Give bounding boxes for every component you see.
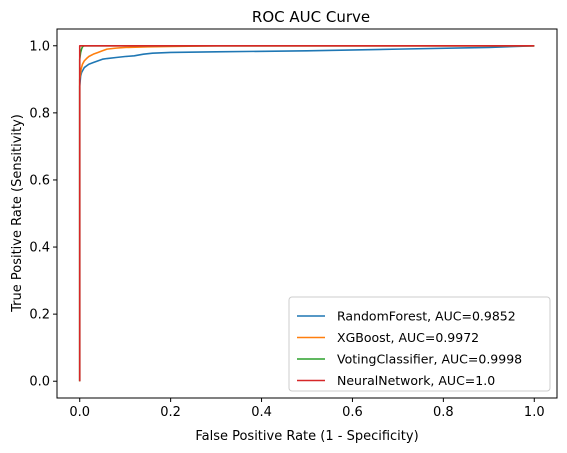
x-tick-label: 0.6	[342, 405, 363, 420]
legend-label-3: NeuralNetwork, AUC=1.0	[337, 373, 495, 388]
y-tick-label: 0.6	[29, 173, 50, 188]
legend: RandomForest, AUC=0.9852 XGBoost, AUC=0.9…	[288, 296, 551, 392]
chart-title: ROC AUC Curve	[252, 8, 370, 26]
y-tick-label: 0.0	[29, 375, 50, 390]
x-axis-ticks: 0.0 0.2 0.4 0.6 0.8 1.0	[69, 398, 545, 420]
legend-label-1: XGBoost, AUC=0.9972	[337, 330, 479, 345]
series-line-1	[78, 44, 535, 382]
x-tick-label: 0.4	[251, 405, 272, 420]
y-tick-label: 0.4	[29, 241, 50, 256]
legend-label-2: VotingClassifier, AUC=0.9998	[337, 352, 522, 367]
y-tick-label: 0.8	[29, 106, 50, 121]
y-tick-label: 1.0	[29, 39, 50, 54]
series-layer	[78, 44, 535, 382]
y-axis-ticks: 0.0 0.2 0.4 0.6 0.8 1.0	[29, 39, 57, 390]
x-axis-label: False Positive Rate (1 - Specificity)	[195, 429, 418, 444]
x-tick-label: 0.2	[160, 405, 181, 420]
plot-frame	[56, 28, 558, 399]
x-tick-label: 0.0	[69, 405, 90, 420]
x-tick-label: 0.8	[433, 405, 454, 420]
legend-frame	[288, 296, 551, 392]
legend-label-0: RandomForest, AUC=0.9852	[337, 309, 516, 324]
plot-area	[56, 28, 558, 399]
x-tick-label: 1.0	[524, 405, 545, 420]
series-line-3	[78, 44, 535, 382]
y-tick-label: 0.2	[29, 308, 50, 323]
y-axis-label: True Positive Rate (Sensitivity)	[10, 114, 25, 313]
series-line-0	[78, 44, 535, 382]
